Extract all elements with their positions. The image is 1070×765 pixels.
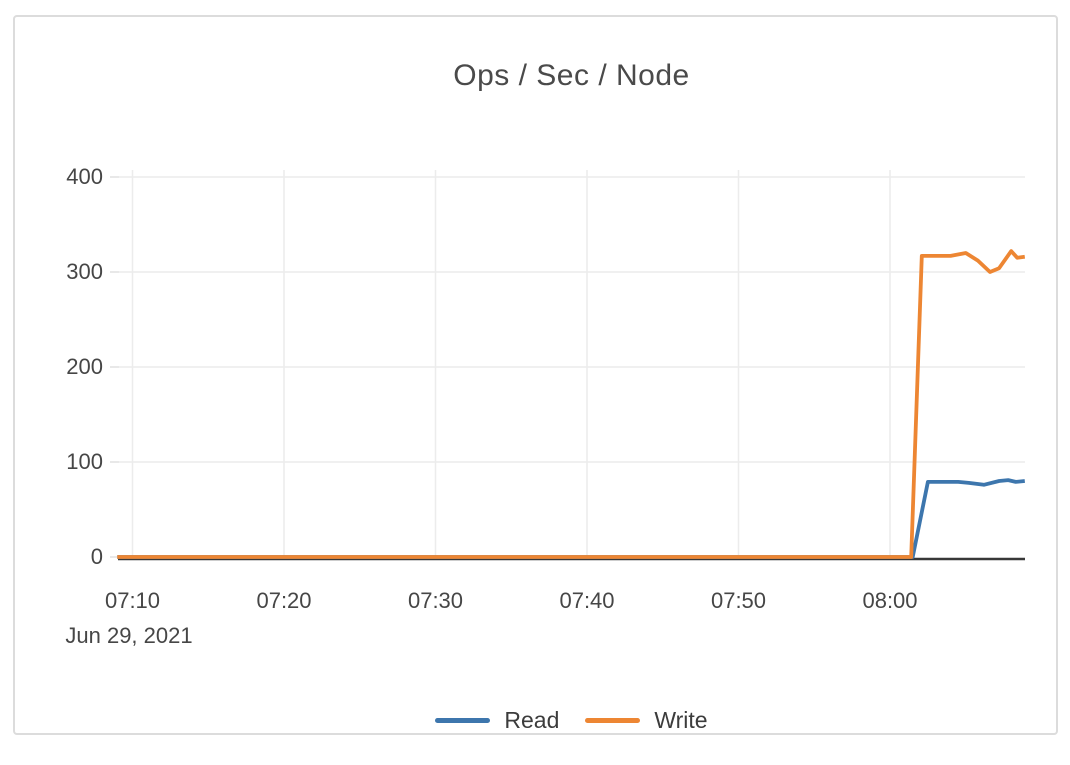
- y-tick-label: 300: [66, 259, 103, 284]
- chart-card: Ops / Sec / Node 0 100 200 300 400 07:10 07:2…: [13, 15, 1058, 735]
- x-tick-label: 07:30: [407, 588, 464, 613]
- x-tick-label: 08:00: [862, 588, 918, 613]
- legend-label: Read: [504, 707, 560, 733]
- chart-title: Ops / Sec / Node: [453, 59, 690, 92]
- x-tick-label: 07:10: [104, 588, 161, 613]
- legend-label: Write: [654, 707, 708, 733]
- y-tick-label: 100: [66, 449, 103, 474]
- legend-item-write[interactable]: Write: [585, 707, 708, 734]
- legend-swatch-read-icon: [435, 718, 491, 723]
- y-tick-label: 200: [66, 354, 103, 379]
- x-axis-date-label: Jun 29, 2021: [65, 623, 193, 648]
- legend: Read Write: [118, 707, 1025, 734]
- y-tick-label: 400: [66, 164, 103, 189]
- y-tick-label: 0: [90, 544, 103, 569]
- x-tick-label: 07:40: [559, 588, 615, 613]
- x-tick-label: 07:50: [710, 588, 767, 613]
- legend-item-read[interactable]: Read: [435, 707, 559, 734]
- plot-area: [110, 170, 1026, 561]
- x-tick-label: 07:20: [256, 588, 312, 613]
- legend-swatch-write-icon: [585, 718, 641, 723]
